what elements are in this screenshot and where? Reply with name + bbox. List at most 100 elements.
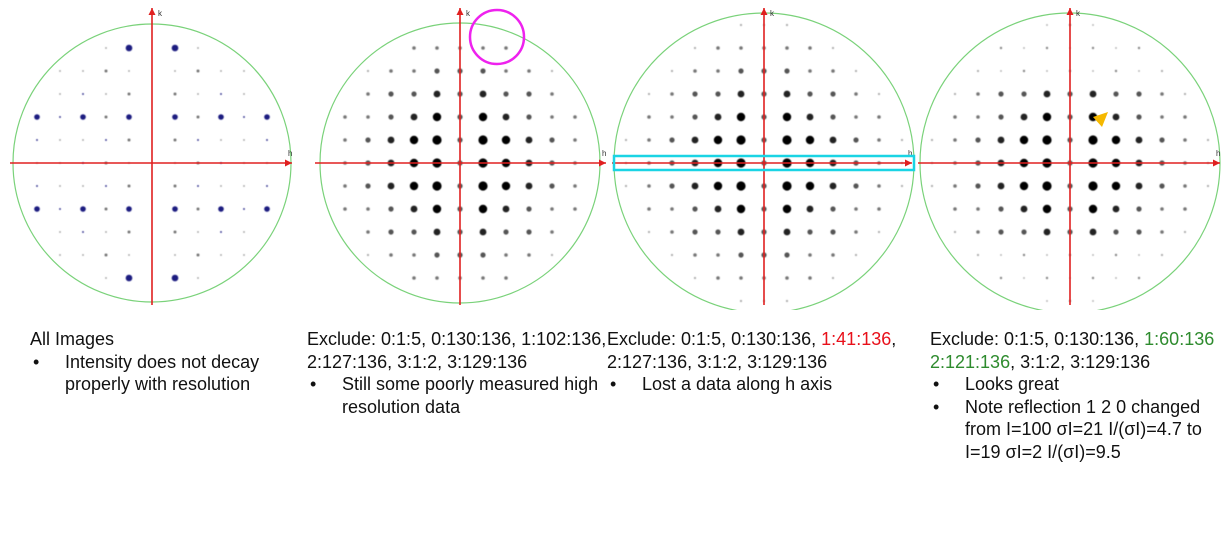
reflection-spot [953,207,957,211]
reflection-spot [647,207,651,211]
reflection-spot [526,91,532,97]
reflection-spot [953,138,957,142]
reflection-spot [807,91,813,97]
reflection-spot [1115,47,1117,49]
reflection-spot [412,69,416,73]
k-axis-arrowhead [148,8,156,15]
reflection-spot [36,185,38,187]
reflection-spot [220,70,222,72]
reflection-spot [1020,113,1028,121]
reflection-spot [82,231,84,233]
reflection-spot [478,204,488,214]
reflection-spot [412,46,416,50]
reflection-spot [173,138,177,142]
diffraction-panel: kh [918,8,1221,310]
reflection-spot [693,276,697,280]
reflection-spot [854,69,858,73]
reflection-spot [172,206,178,212]
reflection-spot [387,136,395,144]
reflection-spot [669,137,675,143]
reflection-spot [127,230,131,234]
reflection-spot [525,136,533,144]
reflection-spot [900,184,904,188]
reflection-spot [389,253,393,257]
reflection-spot [478,112,488,122]
reflection-spot [125,44,133,52]
reflection-spot [82,93,84,95]
reflection-spot [412,276,416,280]
h-axis-label: h [288,149,292,158]
reflection-spot [479,90,487,98]
reflection-spot [737,228,745,236]
reflection-spot [1042,112,1052,122]
reflection-spot [1019,181,1029,191]
reflection-spot [366,207,370,211]
reflection-spot [900,138,904,142]
reflection-spot [691,136,699,144]
reflection-spot [877,92,881,96]
reflection-spot [624,184,628,188]
reflection-spot [343,207,347,211]
reflection-spot [34,114,40,120]
reflection-spot [1160,253,1164,257]
reflection-spot [549,183,555,189]
reflection-spot [691,182,699,190]
reflection-spot [808,46,812,50]
reflection-spot [171,44,179,52]
reflection-spot [196,207,200,211]
caption-bullets: Still some poorly measured high resoluti… [307,373,617,418]
reflection-spot [105,185,107,187]
reflection-spot [669,183,675,189]
reflection-spot [785,46,789,50]
reflection-spot [1000,70,1002,72]
reflection-spot [218,206,224,212]
reflection-spot [573,138,577,142]
reflection-spot [830,229,836,235]
reflection-spot [80,114,86,120]
reflection-spot [670,207,674,211]
reflection-spot [647,92,651,96]
reflection-spot [806,205,814,213]
reflection-spot [853,183,859,189]
reflection-spot [783,90,791,98]
k-axis-arrowhead [1066,8,1074,15]
caption-all-images: All Images Intensity does not decay prop… [30,328,292,396]
reflection-spot [1183,184,1187,188]
reflection-spot [388,114,394,120]
reflection-spot [738,68,744,74]
reflection-spot [877,230,881,234]
reflection-spot [1091,46,1095,50]
reflection-spot [953,115,957,119]
reflection-spot [104,207,108,211]
highlight-circle [468,8,526,66]
reflection-spot [692,206,698,212]
reflection-spot [220,93,222,95]
k-axis-label: k [1076,9,1081,18]
reflection-spot [998,229,1004,235]
reflection-spot [647,184,651,188]
reflection-spot [784,68,790,74]
reflection-spot [736,204,746,214]
reflection-spot [550,207,554,211]
reflection-spot [670,69,674,73]
reflection-spot [243,116,245,118]
reflection-spot [877,138,881,142]
reflection-spot [1135,182,1143,190]
reflection-spot [526,229,532,235]
k-axis-arrowhead [456,8,464,15]
reflection-spot [502,205,510,213]
reflection-spot [104,253,108,257]
reflection-spot [807,229,813,235]
reflection-spots [930,23,1210,303]
reflection-spot [1137,276,1141,280]
reflection-spot [525,182,533,190]
reflection-spot [1183,230,1187,234]
reflection-spot [953,92,957,96]
reflection-spot [504,46,508,50]
exclude-range-green: 1:60:136 [1144,329,1215,349]
reflection-spot [1022,69,1026,73]
reflection-spot [1043,90,1051,98]
reflection-spot [172,114,178,120]
reflection-spot [36,139,38,141]
reflection-spot [105,139,107,141]
